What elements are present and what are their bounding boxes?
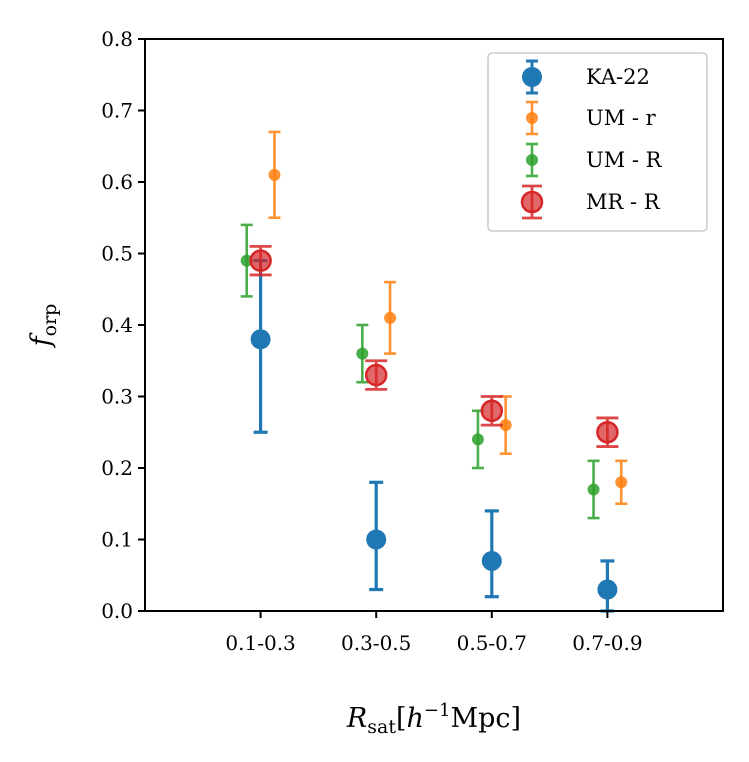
plot-area [240,130,628,613]
legend-box [487,52,708,232]
data-point [480,399,504,423]
data-point [615,476,628,489]
y-tick-label: 0.5 [101,242,133,266]
data-point [481,550,502,571]
data-point [597,579,618,600]
y-tick-label: 0.7 [101,99,133,123]
series-um-r [240,223,600,520]
data-point [587,483,600,496]
legend-entry: KA-22 [522,59,650,95]
y-axis-label: forp [26,304,61,349]
legend-marker [522,67,542,87]
data-point [384,311,397,324]
legend-entry: UM - r [526,100,657,136]
data-point [240,254,253,267]
data-point [249,249,272,272]
axis-ticks: 0.0 0.1 0.2 0.3 0.4 0.5 0.6 0.7 0.8 0.1-0.3 0.3-0.… [101,27,642,655]
y-tick-label: 0.6 [101,170,133,194]
x-tick-label: 0.1-0.3 [225,631,295,655]
data-point [471,433,484,446]
data-point [250,329,271,350]
x-axis-label: Rsat[h−1Mpc] [346,700,521,738]
legend-entry: UM - R [526,142,663,178]
legend-entry: MR - R [520,184,661,220]
y-tick-label: 0.8 [101,27,133,51]
data-point [596,421,619,444]
legend-label: UM - R [586,148,663,172]
legend-marker [526,154,538,166]
data-point [499,419,512,432]
data-point [356,347,369,360]
legend-label: MR - R [586,190,661,214]
x-tick-label: 0.3-0.5 [341,631,411,655]
data-point [366,529,387,550]
legend-marker [520,190,544,214]
data-point [364,363,388,387]
legend: KA-22 UM - r UM - R MR - R [487,52,708,232]
legend-label: KA-22 [586,65,650,89]
series-mr-r [249,244,619,448]
series-ka-22 [250,259,618,613]
y-tick-label: 0.1 [101,528,133,552]
y-tick-label: 0.2 [101,456,133,480]
legend-marker [526,112,538,124]
x-tick-label: 0.7-0.9 [572,631,642,655]
y-tick-label: 0.4 [101,313,133,337]
y-tick-label: 0.3 [101,385,133,409]
x-tick-label: 0.5-0.7 [457,631,527,655]
legend-label: UM - r [586,106,657,130]
y-tick-label: 0.0 [101,599,133,623]
data-point [268,168,281,181]
